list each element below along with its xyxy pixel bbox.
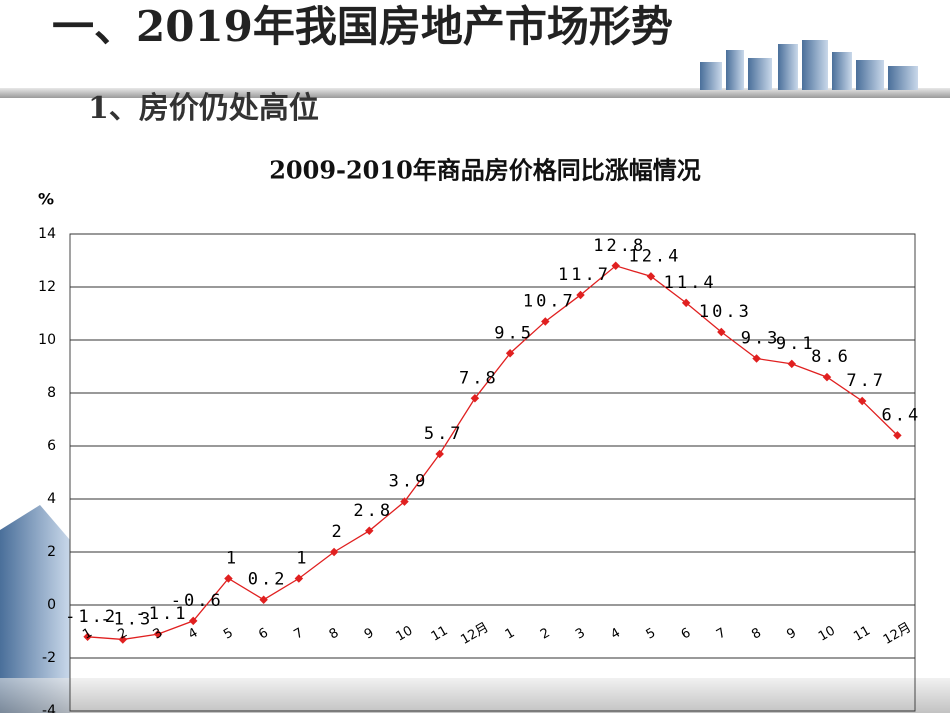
y-tick-label: 10 bbox=[38, 332, 56, 348]
marker bbox=[435, 449, 444, 459]
x-tick-label: 11 bbox=[851, 623, 873, 644]
x-tick-label: 7 bbox=[714, 625, 729, 642]
y-tick-label: -2 bbox=[42, 650, 56, 666]
data-label: 11.4 bbox=[664, 273, 717, 293]
marker bbox=[400, 497, 409, 506]
building-left bbox=[0, 505, 70, 713]
marker bbox=[822, 372, 832, 382]
data-label: 6.4 bbox=[882, 405, 922, 425]
marker bbox=[294, 574, 304, 583]
x-tick-label: 3 bbox=[573, 625, 588, 642]
y-tick-label: -4 bbox=[42, 703, 56, 713]
header-bar bbox=[0, 88, 950, 98]
data-label: 7.7 bbox=[846, 371, 886, 391]
x-tick-label: 9 bbox=[784, 625, 799, 642]
marker bbox=[470, 394, 480, 403]
x-tick-label: 6 bbox=[256, 625, 271, 642]
buildings-top bbox=[700, 40, 918, 90]
marker bbox=[365, 526, 374, 536]
data-label: 5.7 bbox=[424, 424, 464, 444]
marker bbox=[717, 327, 726, 337]
data-label: 3.9 bbox=[389, 472, 429, 492]
x-tick-label: 4 bbox=[186, 625, 201, 642]
data-label: 2 bbox=[331, 522, 344, 542]
footer-bar bbox=[0, 678, 950, 713]
x-tick-label: 3 bbox=[151, 625, 166, 642]
marker bbox=[611, 261, 620, 271]
data-label: 9.5 bbox=[494, 323, 534, 343]
data-label: -1.3 bbox=[100, 609, 153, 629]
x-tick-label: 7 bbox=[292, 625, 307, 642]
data-label: 0.2 bbox=[248, 570, 288, 590]
data-label: 1 bbox=[226, 549, 239, 569]
data-label: -1.1 bbox=[136, 604, 189, 624]
x-tick-label: 9 bbox=[362, 625, 377, 642]
x-tick-label: 12月 bbox=[881, 620, 914, 648]
x-tick-label: 1 bbox=[503, 625, 518, 642]
marker bbox=[857, 396, 867, 406]
line bbox=[87, 265, 898, 641]
x-tick-label: 1 bbox=[80, 625, 95, 642]
y-tick-label: 6 bbox=[47, 438, 56, 454]
x-tick-label: 10 bbox=[816, 623, 838, 644]
y-tick-label: 0 bbox=[47, 597, 56, 613]
marker bbox=[681, 298, 691, 308]
y-tick-label: 2 bbox=[47, 544, 56, 560]
y-axis-label: % bbox=[38, 190, 54, 209]
data-label: 12.8 bbox=[593, 236, 646, 256]
marker bbox=[259, 595, 268, 604]
y-tick-label: 12 bbox=[38, 279, 56, 295]
marker bbox=[787, 359, 797, 369]
data-label: 8.6 bbox=[811, 347, 851, 367]
x-tick-label: 8 bbox=[749, 625, 764, 642]
data-label: -0.6 bbox=[171, 591, 224, 611]
slide-title: 一、2019年我国房地产市场形势 bbox=[52, 2, 673, 51]
slide-subtitle: 1、房价仍处高位 bbox=[88, 91, 319, 126]
x-tick-label: 12月 bbox=[458, 620, 491, 648]
data-label: 10.7 bbox=[523, 291, 576, 311]
data-label: 7.8 bbox=[459, 368, 499, 388]
marker bbox=[329, 547, 339, 557]
x-tick-label: 4 bbox=[608, 625, 623, 642]
x-tick-label: 6 bbox=[679, 625, 694, 642]
chart-title: 2009-2010年商品房价格同比涨幅情况 bbox=[269, 156, 701, 185]
data-label: 10.3 bbox=[699, 302, 752, 322]
x-tick-label: 2 bbox=[538, 625, 553, 642]
data-label: 1 bbox=[296, 549, 309, 569]
data-label: 11.7 bbox=[558, 265, 611, 285]
x-tick-label: 8 bbox=[327, 625, 342, 642]
y-tick-label: 8 bbox=[47, 385, 56, 401]
marker bbox=[646, 272, 656, 281]
data-label: -1.2 bbox=[65, 607, 118, 627]
x-tick-label: 5 bbox=[644, 625, 659, 642]
x-tick-label: 11 bbox=[429, 623, 451, 644]
marker bbox=[893, 431, 902, 440]
marker bbox=[576, 290, 585, 300]
data-label: 9.1 bbox=[776, 334, 816, 354]
x-tick-label: 10 bbox=[394, 623, 416, 644]
y-tick-label: 14 bbox=[38, 226, 56, 242]
marker bbox=[505, 349, 515, 358]
data-label: 9.3 bbox=[741, 329, 781, 349]
data-label: 12.4 bbox=[628, 246, 681, 266]
marker bbox=[752, 354, 761, 363]
x-tick-label: 5 bbox=[221, 625, 236, 642]
y-tick-label: 4 bbox=[47, 491, 56, 507]
data-label: 2.8 bbox=[353, 501, 393, 521]
marker bbox=[541, 317, 550, 326]
